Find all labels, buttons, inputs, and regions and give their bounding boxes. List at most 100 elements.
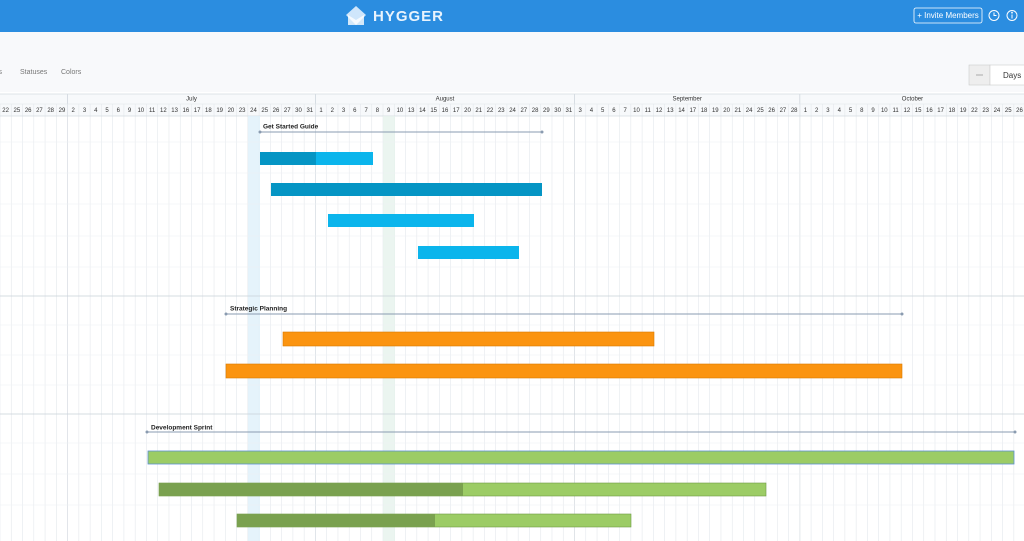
day-label: 5 xyxy=(105,108,109,114)
day-label: 12 xyxy=(656,108,663,114)
day-label: 20 xyxy=(464,108,471,114)
day-highlight xyxy=(383,116,395,541)
day-label: 25 xyxy=(757,108,764,114)
day-label: 6 xyxy=(612,108,616,114)
day-label: 26 xyxy=(25,108,32,114)
day-label: 28 xyxy=(532,108,539,114)
scale-label[interactable]: Days xyxy=(1003,71,1021,80)
day-label: 12 xyxy=(903,108,910,114)
day-label: 3 xyxy=(342,108,346,114)
day-label: 18 xyxy=(205,108,212,114)
task-progress xyxy=(260,152,316,165)
day-label: 29 xyxy=(543,108,550,114)
day-label: 2 xyxy=(815,108,819,114)
invite-button[interactable] xyxy=(913,7,983,24)
day-label: 1 xyxy=(319,108,323,114)
day-label: 7 xyxy=(364,108,368,114)
day-label: 9 xyxy=(128,108,132,114)
task-bar[interactable] xyxy=(328,214,474,227)
day-label: 4 xyxy=(590,108,594,114)
day-label: 10 xyxy=(397,108,404,114)
day-label: 10 xyxy=(881,108,888,114)
task-progress xyxy=(159,483,463,496)
day-label: 27 xyxy=(284,108,291,114)
group-title: Strategic Planning xyxy=(230,306,287,313)
day-label: 21 xyxy=(475,108,482,114)
day-label: 3 xyxy=(578,108,582,114)
day-label: 6 xyxy=(353,108,357,114)
day-label: 25 xyxy=(14,108,21,114)
logo-icon xyxy=(346,6,366,25)
invite-button-label[interactable]: + Invite Members xyxy=(917,11,979,20)
month-label: July xyxy=(186,97,197,103)
day-label: 11 xyxy=(892,108,899,114)
summary-end xyxy=(145,430,149,434)
day-label: 24 xyxy=(509,108,516,114)
group-title: Get Started Guide xyxy=(263,124,319,131)
day-label: 11 xyxy=(645,108,652,114)
day-label: 4 xyxy=(838,108,842,114)
day-label: 31 xyxy=(306,108,313,114)
day-label: 14 xyxy=(419,108,426,114)
day-label: 18 xyxy=(701,108,708,114)
day-label: 19 xyxy=(216,108,223,114)
day-label: 6 xyxy=(117,108,121,114)
toolbar xyxy=(0,32,1024,92)
day-label: 31 xyxy=(566,108,573,114)
tab[interactable]: Colors xyxy=(61,69,82,76)
day-label: 10 xyxy=(137,108,144,114)
group-title: Development Sprint xyxy=(151,425,213,432)
day-label: 20 xyxy=(228,108,235,114)
day-label: 14 xyxy=(678,108,685,114)
day-label: 13 xyxy=(667,108,674,114)
tab[interactable]: ls xyxy=(0,69,3,76)
day-label: 1 xyxy=(804,108,808,114)
day-label: 22 xyxy=(971,108,978,114)
day-label: 24 xyxy=(250,108,257,114)
day-label: 30 xyxy=(295,108,302,114)
day-label: 10 xyxy=(633,108,640,114)
day-label: 8 xyxy=(860,108,864,114)
today-highlight xyxy=(248,116,260,541)
top-bar xyxy=(0,0,1024,32)
day-label: 30 xyxy=(554,108,561,114)
info-icon[interactable] xyxy=(1006,10,1018,21)
day-label: 15 xyxy=(915,108,922,114)
day-label: 3 xyxy=(826,108,830,114)
day-label: 23 xyxy=(498,108,505,114)
day-label: 27 xyxy=(520,108,527,114)
day-label: 5 xyxy=(601,108,605,114)
day-label: 18 xyxy=(949,108,956,114)
scale-dropdown[interactable] xyxy=(989,64,1024,86)
day-label: 23 xyxy=(982,108,989,114)
day-label: 17 xyxy=(937,108,944,114)
history-icon[interactable] xyxy=(988,10,1000,21)
day-label: 26 xyxy=(768,108,775,114)
day-label: 13 xyxy=(171,108,178,114)
day-label: 15 xyxy=(430,108,437,114)
task-bar[interactable] xyxy=(418,246,519,259)
day-label: 28 xyxy=(47,108,54,114)
day-label: 28 xyxy=(791,108,798,114)
task-bar[interactable] xyxy=(225,363,903,379)
logo-text: HYGGER xyxy=(373,8,444,25)
day-label: 25 xyxy=(261,108,268,114)
month-label: September xyxy=(672,97,701,103)
task-bar[interactable] xyxy=(147,450,1015,465)
day-label: 3 xyxy=(83,108,87,114)
day-label: 17 xyxy=(194,108,201,114)
day-label: 11 xyxy=(149,108,156,114)
timeline-header xyxy=(0,94,1024,116)
day-label: 5 xyxy=(849,108,853,114)
task-bar[interactable] xyxy=(271,183,542,196)
month-label: October xyxy=(902,97,923,103)
tab[interactable]: Statuses xyxy=(20,69,48,76)
task-bar[interactable] xyxy=(282,331,655,347)
day-label: 8 xyxy=(376,108,380,114)
day-label: 22 xyxy=(2,108,9,114)
summary-end xyxy=(540,130,544,134)
day-label: 4 xyxy=(94,108,98,114)
day-label: 27 xyxy=(36,108,43,114)
